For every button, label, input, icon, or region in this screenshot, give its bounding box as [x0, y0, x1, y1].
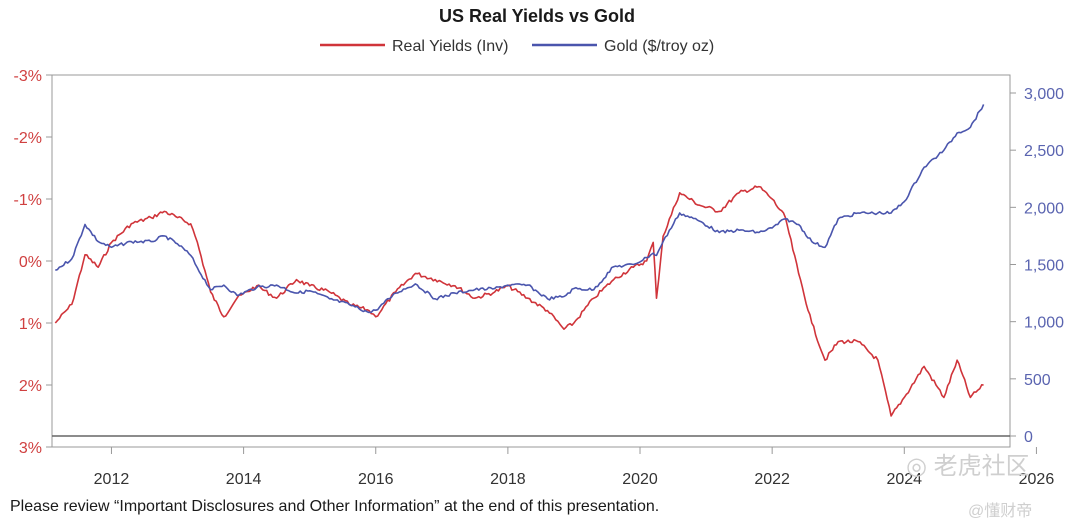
x-tick-label: 2014 — [226, 471, 262, 488]
watermark-sub: @懂财帝 — [968, 503, 1033, 520]
x-axis-ticks: 2012 2014 2016 2018 2020 2022 2024 2026 — [94, 447, 1055, 488]
legend-label-gold: Gold ($/troy oz) — [604, 38, 714, 55]
left-tick-label: 0% — [19, 254, 42, 271]
x-tick-label: 2020 — [622, 471, 658, 488]
right-tick-label: 1,000 — [1024, 315, 1064, 332]
x-tick-label: 2012 — [94, 471, 130, 488]
series-line-gold — [55, 104, 985, 314]
left-tick-label: 3% — [19, 440, 42, 457]
right-tick-label: 1,500 — [1024, 258, 1064, 275]
left-tick-label: -3% — [14, 68, 42, 85]
right-tick-label: 2,500 — [1024, 143, 1064, 160]
series-layer — [54, 104, 985, 417]
right-tick-label: 0 — [1024, 429, 1033, 446]
left-tick-label: 1% — [19, 316, 42, 333]
right-tick-label: 2,000 — [1024, 200, 1064, 217]
legend-label-real-yields: Real Yields (Inv) — [392, 38, 509, 55]
chart: US Real Yields vs Gold Real Yields (Inv)… — [14, 6, 1065, 488]
footnote: Please review “Important Disclosures and… — [10, 498, 660, 515]
x-tick-label: 2022 — [754, 471, 790, 488]
plot-area — [51, 74, 1011, 448]
x-tick-label: 2018 — [490, 471, 526, 488]
right-axis-ticks: 0 500 1,000 1,500 2,000 2,500 3,000 — [1010, 86, 1064, 446]
right-tick-label: 500 — [1024, 372, 1051, 389]
watermark: ◎ 老虎社区 — [906, 453, 1030, 480]
chart-title: US Real Yields vs Gold — [439, 6, 635, 26]
right-tick-label: 3,000 — [1024, 86, 1064, 103]
left-axis-ticks: -3% -2% -1% 0% 1% 2% 3% — [14, 68, 52, 457]
left-tick-label: -2% — [14, 130, 42, 147]
left-tick-label: 2% — [19, 378, 42, 395]
series-line-real-yields — [54, 185, 984, 417]
x-tick-label: 2024 — [886, 471, 922, 488]
legend: Real Yields (Inv) Gold ($/troy oz) — [320, 38, 714, 55]
x-tick-label: 2026 — [1019, 471, 1055, 488]
left-tick-label: -1% — [14, 192, 42, 209]
x-tick-label: 2016 — [358, 471, 394, 488]
